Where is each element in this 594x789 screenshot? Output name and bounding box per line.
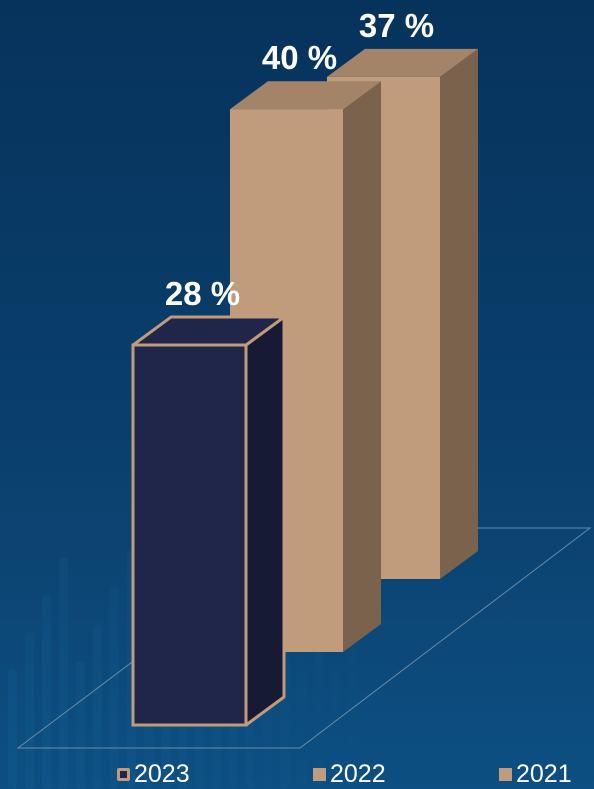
background-stripe xyxy=(8,669,17,789)
background-stripe xyxy=(59,558,68,789)
bar-side-2023 xyxy=(244,315,286,727)
bar-side-2022 xyxy=(343,81,381,652)
data-label-2022: 40 % xyxy=(262,39,337,76)
legend-label-2022: 2022 xyxy=(330,760,386,788)
legend-swatch-2021 xyxy=(499,768,512,781)
bar-top-2022 xyxy=(230,81,381,110)
legend-label-2023: 2023 xyxy=(134,760,190,788)
background-stripe xyxy=(25,632,34,789)
bar-2023 xyxy=(131,315,286,727)
bar-side-2021 xyxy=(440,48,478,580)
background-stripe xyxy=(76,661,85,789)
chart-legend: 2023 2022 2021 xyxy=(0,760,594,789)
legend-swatch-2023 xyxy=(117,768,130,781)
legend-item-2023: 2023 xyxy=(117,760,190,789)
legend-item-2022: 2022 xyxy=(313,760,386,789)
legend-item-2021: 2021 xyxy=(499,760,572,789)
bar-front-2023 xyxy=(131,343,248,727)
background-stripe xyxy=(42,595,51,789)
legend-swatch-2022 xyxy=(313,768,326,781)
data-label-2021: 37 % xyxy=(359,7,434,44)
data-label-2023: 28 % xyxy=(165,275,240,312)
background-stripe xyxy=(110,587,119,789)
legend-label-2021: 2021 xyxy=(516,760,572,788)
bar-top-2021 xyxy=(327,48,478,77)
